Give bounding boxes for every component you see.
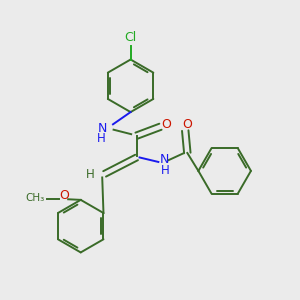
Text: H: H — [160, 164, 169, 176]
Text: H: H — [86, 168, 95, 181]
Text: O: O — [182, 118, 192, 130]
Text: CH₃: CH₃ — [26, 193, 45, 203]
Text: Cl: Cl — [124, 31, 137, 44]
Text: N: N — [98, 122, 108, 135]
Text: N: N — [160, 153, 169, 167]
Text: O: O — [161, 118, 171, 131]
Text: O: O — [59, 189, 69, 202]
Text: H: H — [97, 132, 105, 145]
